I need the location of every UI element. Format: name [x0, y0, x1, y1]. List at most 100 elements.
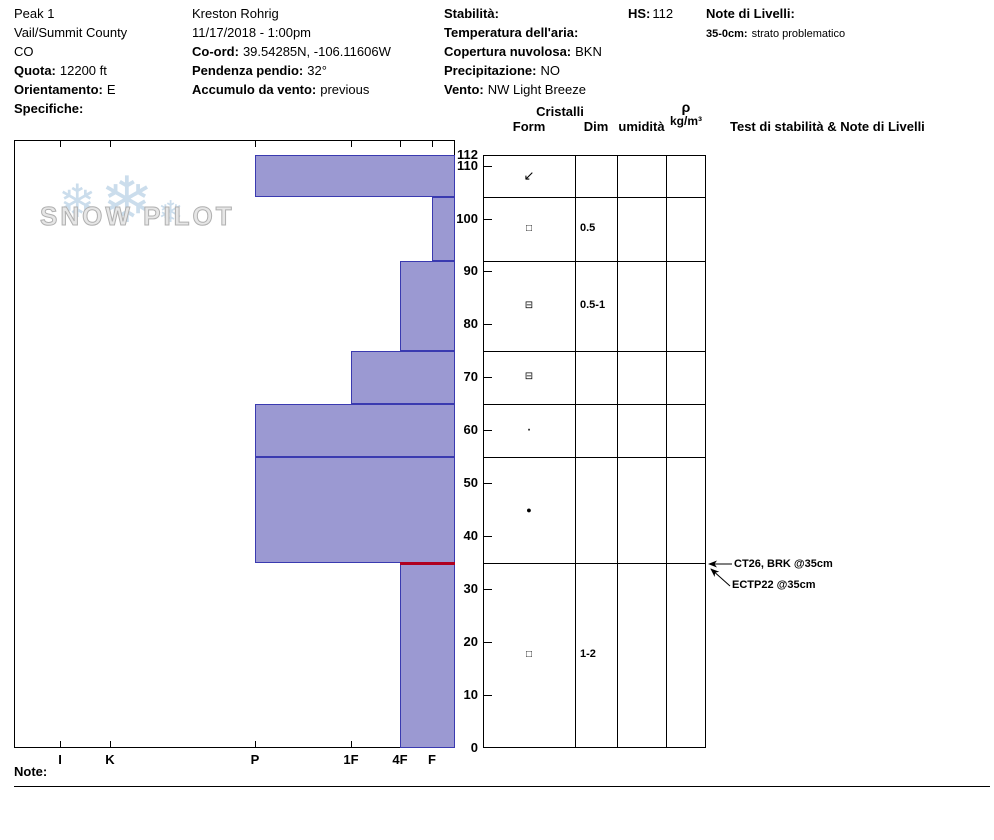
coordinates-value: 39.54285N, -106.11606W: [242, 44, 391, 59]
hardness-tick-top: [60, 141, 61, 147]
note-label: Note:: [14, 764, 48, 779]
aspect-value: E: [106, 82, 116, 97]
hardness-tick-bottom: [60, 741, 61, 747]
layer-boundary-line: [483, 403, 706, 405]
layer-boundary-line: [483, 260, 706, 262]
depth-tick: [484, 324, 492, 326]
site-region: Vail/Summit County: [14, 25, 128, 40]
crystal-form-symbol-mixed-faceted: ⊟: [524, 299, 534, 311]
snow-layer-bar-92-75: [400, 260, 455, 351]
elevation-line: Quota: 12200 ft: [14, 61, 127, 80]
depth-tick: [484, 536, 492, 538]
crystal-dim-value: 1-2: [580, 648, 596, 661]
wind-loading-value: previous: [320, 82, 370, 97]
sky-cover-value: BKN: [575, 44, 602, 59]
air-temp-line: Temperatura dell'aria:: [444, 23, 602, 42]
depth-axis-label: 80: [463, 316, 478, 332]
aspect-line: Orientamento: E: [14, 80, 127, 99]
snow-layer-bar-65-55: [255, 403, 455, 457]
depth-tick: [484, 483, 492, 485]
specifics-label: Specifiche:: [14, 101, 84, 116]
layer-notes-block: Note di Livelli: 35-0cm: strato problemat…: [706, 4, 845, 44]
depth-tick: [484, 642, 492, 644]
hs-value: 112: [652, 6, 674, 21]
wind-line: Vento: NW Light Breeze: [444, 80, 602, 99]
hardness-tick-top: [351, 141, 352, 147]
crystal-form-symbol-decomposing-fragments: ↙: [523, 168, 535, 184]
crystal-form-symbol-rounded-grains-small: ·: [526, 421, 532, 439]
layer-boundary-line: [483, 456, 706, 458]
total-height-block: HS: 112: [628, 4, 673, 23]
layers-table-frame: [483, 155, 706, 748]
hardness-tick-top: [432, 141, 433, 147]
depth-axis-label: 50: [463, 475, 478, 491]
depth-axis-label: 10: [463, 687, 478, 703]
stability-test-result-1: CT26, BRK @35cm: [734, 558, 833, 570]
form-column-header: Form: [512, 119, 546, 134]
layer-notes-title: Note di Livelli:: [706, 4, 845, 23]
table-column-line-form-dim: [575, 155, 576, 748]
table-column-line-humidity-density: [666, 155, 667, 748]
snowflake-icon: ❄: [100, 164, 154, 236]
stability-test-result-2: ECTP22 @35cm: [732, 579, 816, 591]
hardness-axis-label: 4F: [392, 752, 408, 767]
hardness-tick-bottom: [255, 741, 256, 747]
hardness-axis-label: F: [428, 752, 436, 767]
snow-layer-bar-112-104: [255, 155, 455, 198]
depth-tick: [484, 165, 492, 167]
depth-tick: [484, 271, 492, 273]
depth-axis-label: 20: [463, 634, 478, 650]
stability-line: Stabilità:: [444, 4, 602, 23]
crystal-dim-value: 0.5-1: [580, 298, 606, 311]
hardness-axis-label: 1F: [343, 752, 359, 767]
site-state: CO: [14, 44, 34, 59]
crystal-form-symbol-faceted-crystals: □: [525, 649, 533, 661]
air-temp-label: Temperatura dell'aria:: [444, 25, 579, 40]
depth-axis-label: 110: [457, 157, 478, 173]
layer-note-text: strato problematico: [751, 28, 846, 40]
snowflake-icon: ❄: [158, 196, 184, 229]
wind-value: NW Light Breeze: [487, 82, 586, 97]
wind-loading-line: Accumulo da vento: previous: [192, 80, 391, 99]
snow-layer-bar-35-0: [400, 562, 455, 748]
snow-layer-bar-104-92: [432, 197, 455, 261]
layer-boundary-line: [483, 197, 706, 199]
specifics-line: Specifiche:: [14, 99, 127, 118]
hardness-axis-label: I: [58, 752, 62, 767]
observation-datetime: 11/17/2018 - 1:00pm: [192, 25, 312, 40]
dim-column-header: Dim: [583, 119, 609, 134]
depth-axis-label: 90: [463, 263, 478, 279]
problem-layer-line: [400, 561, 455, 565]
coordinates-label: Co-ord:: [192, 44, 239, 59]
coordinates-line: Co-ord: 39.54285N, -106.11606W: [192, 42, 391, 61]
snow-layer-bar-75-65: [351, 350, 455, 404]
hardness-tick-top: [110, 141, 111, 147]
layer-boundary-line: [483, 350, 706, 352]
hardness-axis-label: P: [250, 752, 260, 767]
precipitation-value: NO: [540, 63, 560, 78]
depth-tick: [484, 430, 492, 432]
header-weather-block: Stabilità: Temperatura dell'aria: Copert…: [444, 4, 602, 99]
hardness-tick-top: [255, 141, 256, 147]
sky-cover-line: Copertura nuvolosa: BKN: [444, 42, 602, 61]
snow-layer-bar-55-35: [255, 456, 455, 563]
depth-axis-label: 100: [456, 210, 478, 226]
observer-name: Kreston Rohrig: [192, 6, 279, 21]
crystal-form-symbol-rounded-grains: ●: [526, 504, 532, 515]
density-unit-header: kg/m³: [669, 114, 702, 128]
hardness-tick-top: [400, 141, 401, 147]
density-column-header: ρ: [681, 99, 691, 115]
test-arrows: [708, 560, 732, 587]
depth-axis-label: 30: [463, 581, 478, 597]
site-name: Peak 1: [14, 6, 55, 21]
depth-tick: [484, 589, 492, 591]
hs-label: HS:: [628, 6, 651, 21]
stability-label: Stabilità:: [444, 6, 499, 21]
wind-label: Vento:: [444, 82, 484, 97]
watermark-text: SNOW PILOT: [40, 201, 235, 232]
aspect-label: Orientamento:: [14, 82, 103, 97]
layer-boundary-line: [483, 562, 706, 564]
humidity-column-header: umidità: [618, 119, 665, 134]
sky-cover-label: Copertura nuvolosa:: [444, 44, 572, 59]
